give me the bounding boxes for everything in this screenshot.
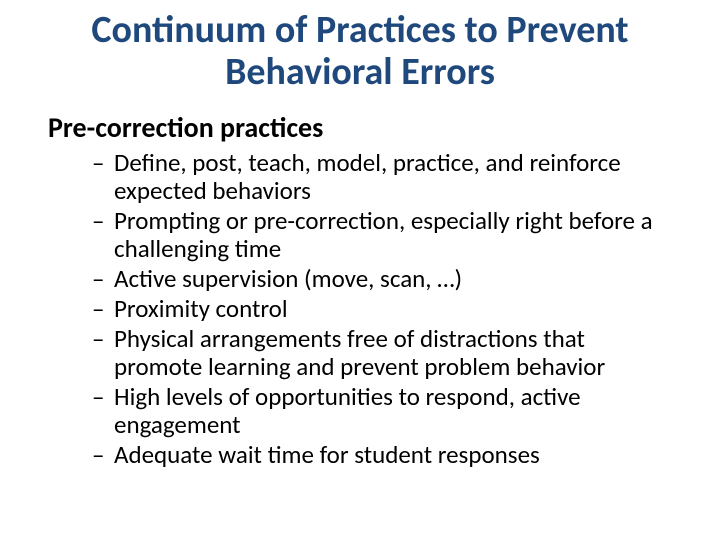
list-item: Proximity control xyxy=(92,295,660,323)
bullet-list: Define, post, teach, model, practice, an… xyxy=(40,149,680,469)
list-item: Adequate wait time for student responses xyxy=(92,441,660,469)
slide-subtitle: Pre-correction practices xyxy=(48,110,680,145)
list-item: Active supervision (move, scan, …) xyxy=(92,265,660,293)
list-item: Physical arrangements free of distractio… xyxy=(92,325,660,381)
list-item: High levels of opportunities to respond,… xyxy=(92,383,660,439)
list-item: Prompting or pre-correction, especially … xyxy=(92,207,660,263)
list-item: Define, post, teach, model, practice, an… xyxy=(92,149,660,205)
slide: Continuum of Practices to Prevent Behavi… xyxy=(0,0,720,540)
slide-title: Continuum of Practices to Prevent Behavi… xyxy=(40,10,680,94)
